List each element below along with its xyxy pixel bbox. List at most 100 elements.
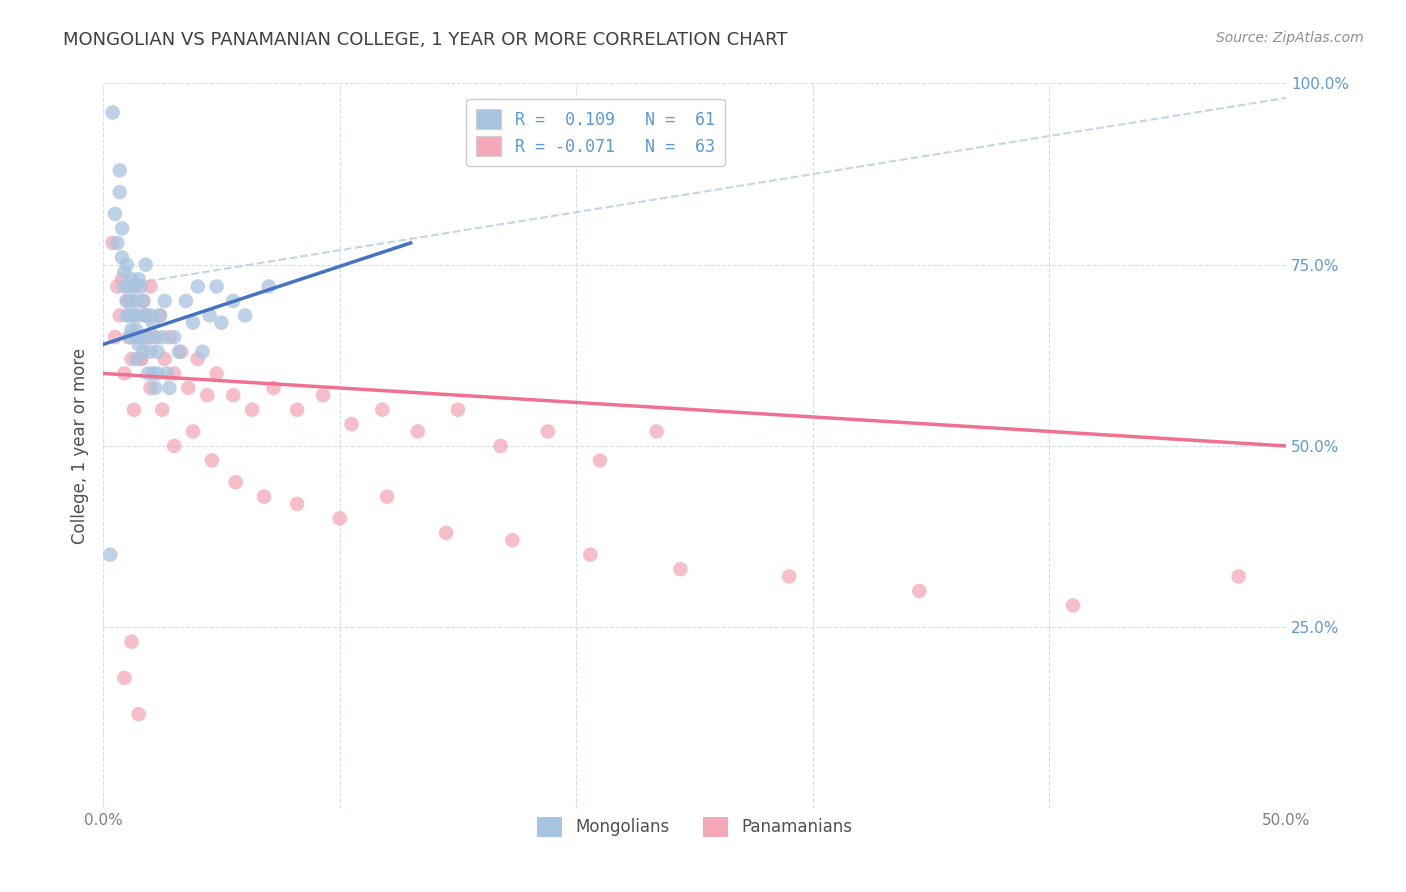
Point xyxy=(181,316,204,330)
Point xyxy=(135,309,157,323)
Point xyxy=(149,309,172,323)
Point xyxy=(209,316,232,330)
Text: MONGOLIAN VS PANAMANIAN COLLEGE, 1 YEAR OR MORE CORRELATION CHART: MONGOLIAN VS PANAMANIAN COLLEGE, 1 YEAR … xyxy=(63,31,787,49)
Point xyxy=(312,388,335,402)
Point xyxy=(115,309,138,323)
Point xyxy=(115,293,138,308)
Point xyxy=(177,381,200,395)
Legend: Mongolians, Panamanians: Mongolians, Panamanians xyxy=(530,810,859,844)
Point xyxy=(129,351,152,366)
Point xyxy=(118,309,141,323)
Point xyxy=(121,293,143,308)
Point xyxy=(143,330,166,344)
Point xyxy=(340,417,363,432)
Point xyxy=(132,293,155,308)
Point xyxy=(163,439,186,453)
Point xyxy=(579,548,602,562)
Point xyxy=(112,367,135,381)
Point xyxy=(501,533,523,548)
Point xyxy=(139,309,162,323)
Point xyxy=(146,367,169,381)
Point xyxy=(187,351,209,366)
Point xyxy=(233,309,256,323)
Point xyxy=(104,207,127,221)
Point xyxy=(139,381,162,395)
Point xyxy=(132,293,155,308)
Text: Source: ZipAtlas.com: Source: ZipAtlas.com xyxy=(1216,31,1364,45)
Point xyxy=(222,388,245,402)
Point xyxy=(153,351,176,366)
Point xyxy=(170,344,193,359)
Point xyxy=(105,235,128,250)
Point xyxy=(135,258,157,272)
Point xyxy=(122,309,145,323)
Point xyxy=(118,279,141,293)
Point xyxy=(434,525,457,540)
Point xyxy=(187,279,209,293)
Point xyxy=(908,583,931,598)
Point xyxy=(285,497,308,511)
Point xyxy=(240,402,263,417)
Point xyxy=(489,439,512,453)
Point xyxy=(122,402,145,417)
Point xyxy=(101,105,124,120)
Point xyxy=(129,351,152,366)
Point xyxy=(128,330,150,344)
Point xyxy=(118,330,141,344)
Point xyxy=(108,163,131,178)
Point xyxy=(122,309,145,323)
Point xyxy=(174,293,197,308)
Point xyxy=(142,316,165,330)
Point xyxy=(589,453,612,467)
Point xyxy=(101,235,124,250)
Point xyxy=(115,293,138,308)
Point xyxy=(1062,599,1084,613)
Point xyxy=(1227,569,1250,583)
Point xyxy=(125,279,148,293)
Point xyxy=(156,367,179,381)
Point xyxy=(222,293,245,308)
Point xyxy=(205,367,228,381)
Point xyxy=(115,258,138,272)
Point xyxy=(201,453,224,467)
Point xyxy=(128,707,150,722)
Point xyxy=(157,381,180,395)
Point xyxy=(125,293,148,308)
Point xyxy=(122,279,145,293)
Y-axis label: College, 1 year or more: College, 1 year or more xyxy=(72,348,89,544)
Point xyxy=(125,351,148,366)
Point xyxy=(257,279,280,293)
Point xyxy=(122,330,145,344)
Point xyxy=(108,185,131,199)
Point xyxy=(143,330,166,344)
Point xyxy=(129,330,152,344)
Point xyxy=(136,367,159,381)
Point xyxy=(98,548,121,562)
Point xyxy=(136,330,159,344)
Point xyxy=(111,221,134,235)
Point xyxy=(163,367,186,381)
Point xyxy=(105,279,128,293)
Point xyxy=(181,425,204,439)
Point xyxy=(150,330,173,344)
Point xyxy=(406,425,429,439)
Point xyxy=(253,490,276,504)
Point xyxy=(121,351,143,366)
Point xyxy=(225,475,247,490)
Point xyxy=(205,279,228,293)
Point xyxy=(146,344,169,359)
Point xyxy=(150,402,173,417)
Point xyxy=(108,309,131,323)
Point xyxy=(128,272,150,286)
Point xyxy=(195,388,218,402)
Point xyxy=(163,330,186,344)
Point xyxy=(121,323,143,337)
Point xyxy=(167,344,190,359)
Point xyxy=(118,330,141,344)
Point xyxy=(198,309,221,323)
Point xyxy=(111,272,134,286)
Point xyxy=(139,344,162,359)
Point xyxy=(153,293,176,308)
Point xyxy=(142,367,165,381)
Point xyxy=(112,265,135,279)
